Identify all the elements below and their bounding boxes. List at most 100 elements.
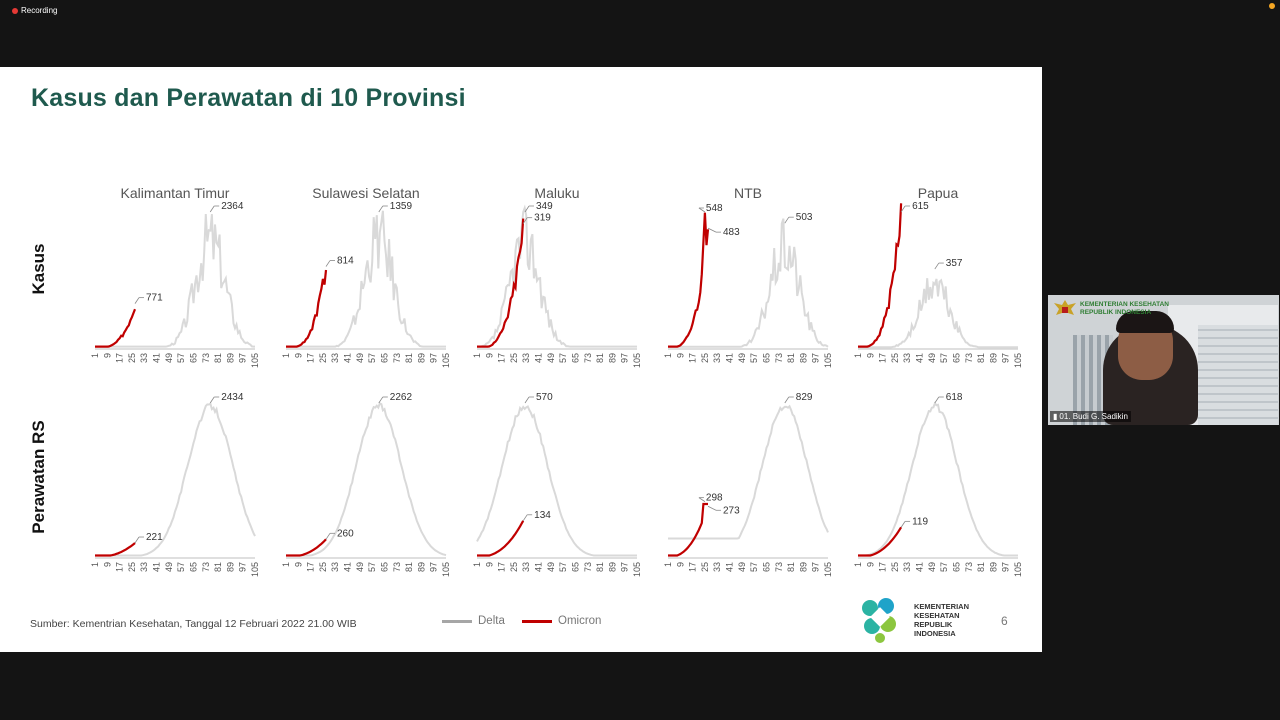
data-label: 615	[912, 201, 929, 212]
x-tick-label: 57	[939, 562, 949, 572]
x-tick-label: 49	[737, 353, 747, 363]
source-note: Sumber: Kementrian Kesehatan, Tanggal 12…	[30, 618, 357, 630]
x-tick-label: 65	[188, 353, 198, 363]
x-tick-label: 17	[878, 562, 888, 572]
callout-line	[698, 497, 706, 502]
x-tick-label: 17	[497, 562, 507, 572]
x-tick-label: 33	[712, 353, 722, 363]
data-label: 2262	[390, 392, 413, 403]
x-tick-label: 65	[570, 562, 580, 572]
logo-text: KEMENTERIAN KESEHATAN REPUBLIK INDONESIA	[914, 602, 970, 638]
omicron-line	[668, 502, 708, 557]
x-tick-label: 73	[774, 353, 784, 363]
participant-video[interactable]: KEMENTERIAN KESEHATAN REPUBLIK INDONESIA…	[1048, 295, 1279, 425]
callout-line	[707, 227, 717, 233]
x-tick-label: 97	[1001, 562, 1011, 572]
garuda-emblem-icon	[1054, 300, 1076, 315]
x-tick-label: 57	[367, 562, 377, 572]
status-dot-icon	[1269, 3, 1275, 9]
province-title-ntb: NTB	[734, 185, 762, 201]
x-tick-label: 25	[890, 353, 900, 363]
province-title-papua: Papua	[917, 185, 959, 201]
legend-delta-label: Delta	[478, 615, 505, 627]
callout-line	[934, 396, 940, 404]
x-tick-label: 73	[583, 353, 593, 363]
callout-line	[698, 207, 706, 213]
callout-line	[522, 514, 528, 522]
x-tick-label: 97	[1001, 353, 1011, 363]
x-tick-label: 65	[188, 562, 198, 572]
x-tick-label: 17	[115, 562, 125, 572]
data-label: 618	[946, 392, 963, 403]
x-tick-label: 89	[225, 562, 235, 572]
x-tick-label: 33	[902, 562, 912, 572]
callout-line	[934, 262, 940, 270]
x-tick-label: 41	[915, 353, 925, 363]
x-tick-label: 17	[306, 353, 316, 363]
x-tick-label: 25	[700, 562, 710, 572]
x-tick-label: 105	[250, 353, 260, 368]
participant-name: 01. Budi G. Sadikin	[1059, 412, 1128, 421]
data-label: 548	[706, 203, 723, 214]
x-tick-label: 73	[392, 562, 402, 572]
x-tick-label: 41	[534, 562, 544, 572]
data-label: 221	[146, 532, 163, 543]
delta-line	[668, 218, 829, 348]
x-tick-label: 73	[392, 353, 402, 363]
delta-line	[858, 278, 1018, 349]
legend-omicron-label: Omicron	[558, 615, 602, 627]
x-tick-label: 41	[915, 562, 925, 572]
x-tick-label: 97	[620, 562, 630, 572]
x-tick-label: 57	[558, 562, 568, 572]
x-tick-label: 49	[927, 353, 937, 363]
data-label: 119	[912, 516, 928, 527]
x-tick-label: 49	[164, 562, 174, 572]
omicron-line	[95, 542, 136, 557]
x-tick-label: 105	[1013, 562, 1023, 577]
participant-name-tag: ▮ 01. Budi G. Sadikin	[1050, 411, 1131, 422]
omicron-line	[286, 269, 328, 348]
omicron-line	[95, 308, 137, 348]
x-tick-label: 57	[176, 562, 186, 572]
x-tick-label: 49	[927, 562, 937, 572]
data-label: 771	[146, 293, 163, 304]
x-tick-label: 9	[484, 353, 494, 358]
x-tick-label: 9	[293, 562, 303, 567]
x-tick-label: 25	[318, 562, 328, 572]
delta-line	[286, 210, 446, 348]
x-tick-label: 17	[688, 353, 698, 363]
x-tick-label: 49	[355, 353, 365, 363]
x-tick-label: 97	[429, 562, 439, 572]
x-tick-label: 1	[472, 562, 482, 567]
x-tick-label: 1	[472, 353, 482, 358]
kemenkes-logo-icon	[862, 598, 896, 643]
x-tick-label: 9	[675, 353, 685, 358]
omicron-line	[858, 526, 903, 557]
x-tick-label: 9	[293, 353, 303, 358]
x-tick-label: 1	[663, 562, 673, 567]
x-tick-label: 97	[811, 562, 821, 572]
x-tick-label: 57	[749, 562, 759, 572]
data-label: 319	[534, 213, 551, 224]
x-tick-label: 49	[164, 353, 174, 363]
x-tick-label: 33	[330, 562, 340, 572]
x-tick-label: 65	[761, 353, 771, 363]
data-label: 349	[536, 201, 553, 212]
x-tick-label: 73	[201, 562, 211, 572]
x-tick-label: 81	[976, 353, 986, 363]
x-tick-label: 81	[595, 353, 605, 363]
recording-label: Recording	[21, 6, 58, 15]
x-tick-label: 105	[823, 562, 833, 577]
province-title-maluku: Maluku	[534, 185, 580, 201]
page-number: 6	[1001, 614, 1008, 628]
x-tick-label: 97	[811, 353, 821, 363]
callout-line	[378, 205, 384, 213]
slide-title: Kasus dan Perawatan di 10 Provinsi	[31, 84, 466, 112]
x-tick-label: 57	[558, 353, 568, 363]
x-tick-label: 41	[725, 353, 735, 363]
x-tick-label: 9	[675, 562, 685, 567]
x-tick-label: 25	[700, 353, 710, 363]
x-tick-label: 25	[127, 562, 137, 572]
x-tick-label: 33	[902, 353, 912, 363]
omicron-line	[286, 538, 327, 557]
